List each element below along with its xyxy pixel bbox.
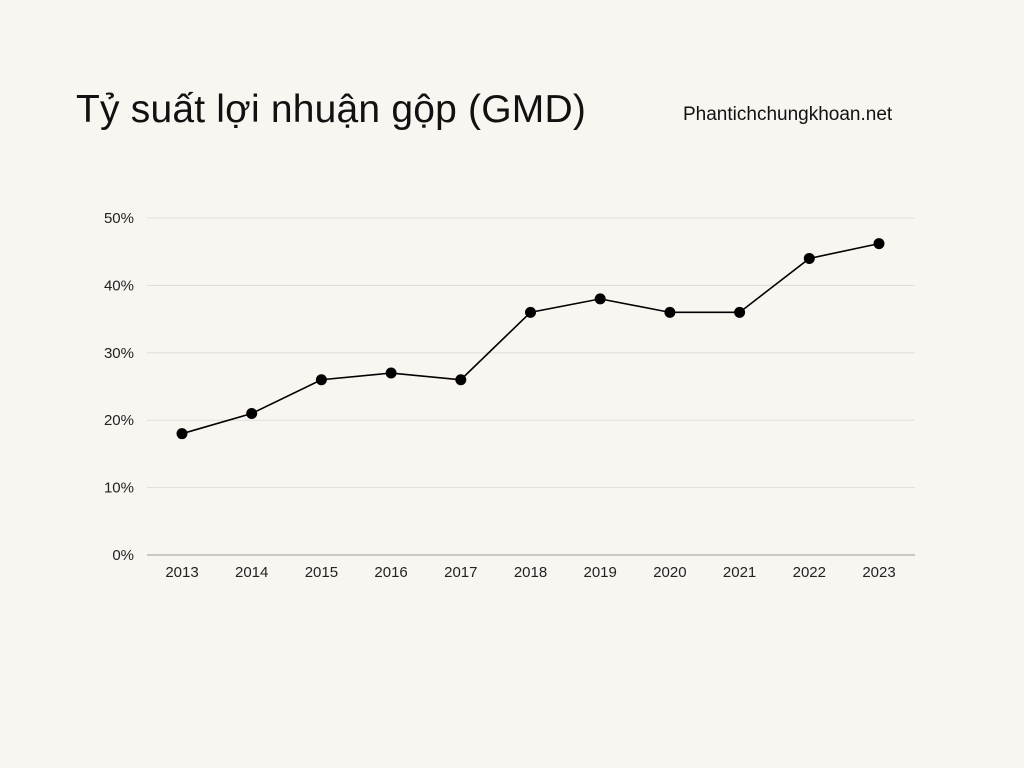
y-tick-label: 40%: [104, 277, 134, 294]
data-point: [315, 374, 327, 386]
data-points: [176, 238, 885, 440]
data-point: [176, 428, 188, 440]
x-tick-label: 2020: [653, 564, 686, 581]
data-point: [803, 252, 815, 264]
y-tick-label: 30%: [104, 345, 134, 362]
y-tick-label: 10%: [104, 480, 134, 497]
x-tick-label: 2016: [374, 564, 407, 581]
x-tick-label: 2014: [235, 564, 268, 581]
x-tick-label: 2023: [862, 564, 895, 581]
x-tick-label: 2018: [514, 564, 547, 581]
data-point: [385, 367, 397, 379]
x-tick-label: 2019: [584, 564, 617, 581]
x-tick-label: 2021: [723, 564, 756, 581]
data-point: [873, 238, 885, 250]
data-point: [734, 306, 746, 318]
series-line: [181, 242, 880, 435]
grid-lines: [147, 217, 915, 489]
x-tick-label: 2017: [444, 564, 477, 581]
tick-labels: 0% 10% 20% 30% 40% 50% 2013 2014 2015 2016 2017 201…: [104, 210, 896, 581]
series-line-group: [181, 242, 880, 435]
data-point: [594, 293, 606, 305]
x-tick-label: 2015: [305, 564, 338, 581]
y-tick-label: 0%: [112, 547, 134, 564]
source-label: Phantichchungkhoan.net: [683, 104, 893, 125]
data-point: [246, 407, 258, 419]
y-tick-label: 50%: [104, 210, 134, 227]
x-tick-label: 2022: [793, 564, 826, 581]
chart-title: Tỷ suất lợi nhuận gộp (GMD): [76, 88, 587, 131]
data-point: [455, 374, 467, 386]
data-point: [664, 306, 676, 318]
y-tick-label: 20%: [104, 412, 134, 429]
x-tick-label: 2013: [165, 564, 198, 581]
data-point: [525, 306, 536, 318]
